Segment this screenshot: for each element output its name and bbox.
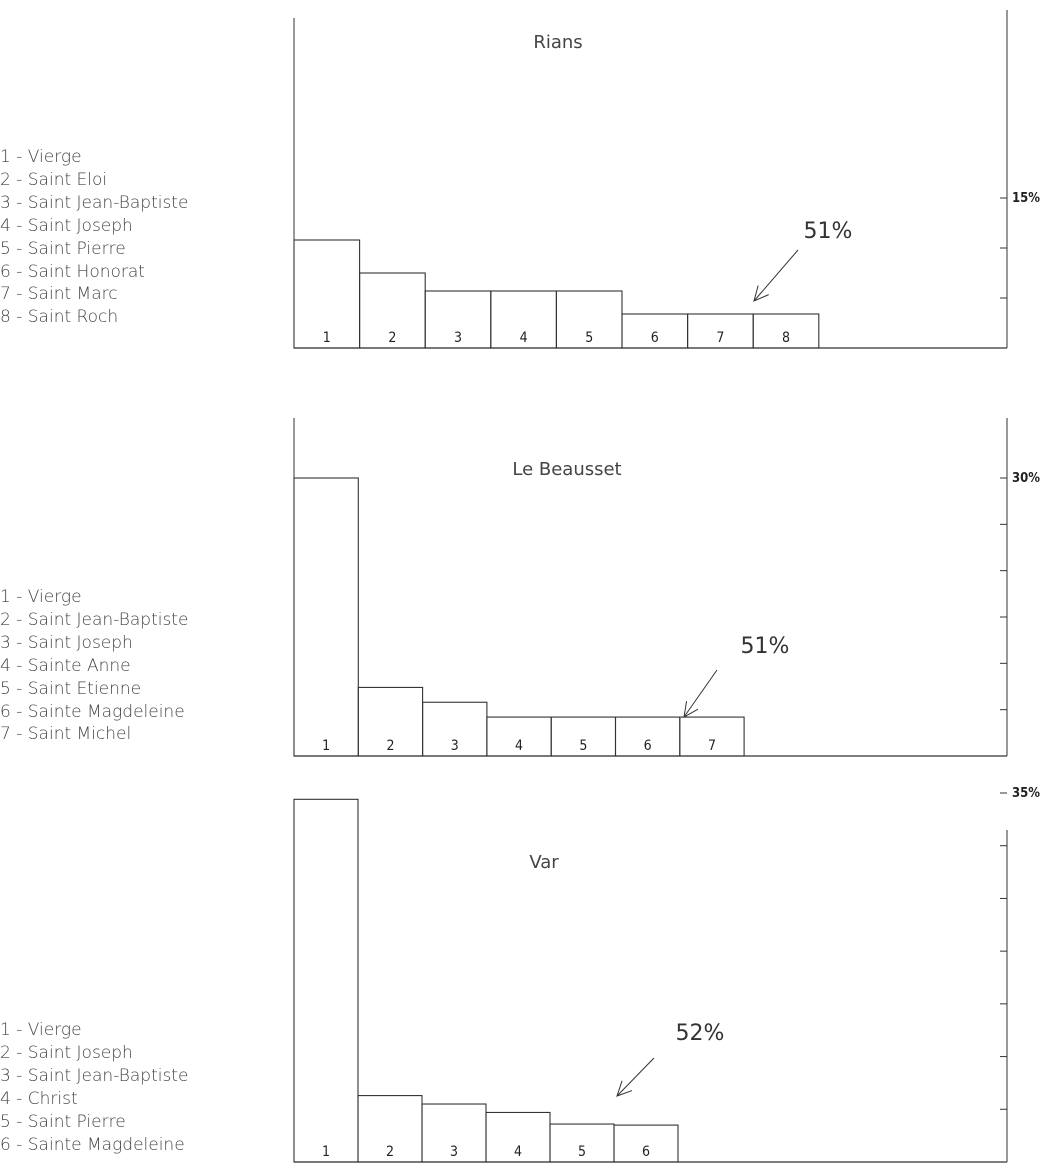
- legend-item: 7 - Saint Michel: [0, 724, 132, 745]
- legend-item: 2 - Saint Eloi: [0, 169, 108, 190]
- bar: [679, 716, 745, 757]
- bar-label: 6: [651, 330, 659, 346]
- y-tick-label: 35%: [1012, 786, 1040, 801]
- legend-item: 1 - Vierge: [0, 587, 82, 607]
- chart-title: Var: [529, 852, 559, 873]
- annotation-arrow: [683, 669, 718, 718]
- bar-label: 1: [323, 330, 331, 346]
- bar-label: 2: [386, 738, 394, 754]
- bar: [752, 313, 820, 349]
- legend-item: 6 - Saint Honorat: [0, 261, 145, 282]
- total-annotation: 52%: [676, 1021, 725, 1046]
- legend-item: 4 - Saint Joseph: [0, 215, 133, 236]
- annotation-arrowhead: [616, 1080, 633, 1097]
- bar-label: 5: [578, 1144, 586, 1160]
- annotation-arrowhead: [683, 701, 699, 718]
- total-annotation: 51%: [804, 219, 853, 244]
- bar-label: 4: [515, 738, 523, 754]
- annotation-arrowhead: [753, 285, 769, 302]
- legend-item: 5 - Saint Etienne: [0, 678, 142, 699]
- bar: [613, 1124, 679, 1163]
- annotation-arrow: [753, 249, 799, 302]
- bar-label: 5: [585, 330, 593, 346]
- bar-label: 7: [716, 330, 724, 346]
- chart-canvas: Le Beausset 51% 30% 1 2 3 4 5 6 7: [293, 418, 1040, 757]
- bar-label: 8: [782, 330, 790, 346]
- legend-item: 3 - Saint Jean-Baptiste: [0, 1065, 189, 1086]
- bar-label: 3: [451, 738, 459, 754]
- legend-item: 1 - Vierge: [0, 1020, 82, 1040]
- bar-label: 7: [708, 738, 716, 754]
- bar-label: 2: [386, 1144, 394, 1160]
- bar-label: 3: [450, 1144, 458, 1160]
- legend-item: 7 - Saint Marc: [0, 284, 118, 305]
- bar-label: 1: [322, 1144, 330, 1160]
- legend: 1 - Vierge 2 - Saint Jean-Baptiste 3 - S…: [0, 586, 188, 746]
- legend: 1 - Vierge 2 - Saint Eloi 3 - Saint Jean…: [0, 146, 188, 329]
- bar-label: 4: [520, 330, 528, 346]
- bar: [293, 477, 359, 757]
- legend-item: 4 - Sainte Anne: [0, 655, 131, 676]
- legend-item: 3 - Saint Joseph: [0, 632, 133, 653]
- legend: 1 - Vierge 2 - Saint Joseph 3 - Saint Je…: [0, 1019, 188, 1156]
- legend-item: 5 - Saint Pierre: [0, 238, 126, 259]
- legend-item: 8 - Saint Roch: [0, 307, 119, 328]
- legend-item: 6 - Sainte Magdeleine: [0, 701, 185, 722]
- bar-label: 2: [388, 330, 396, 346]
- chart-title: Rians: [533, 32, 582, 53]
- bar-label: 6: [644, 738, 652, 754]
- legend-item: 6 - Sainte Magdeleine: [0, 1134, 185, 1155]
- legend-item: 3 - Saint Jean-Baptiste: [0, 192, 189, 213]
- bar-label: 1: [322, 738, 330, 754]
- legend-item: 2 - Saint Joseph: [0, 1042, 133, 1063]
- total-annotation: 51%: [741, 634, 790, 659]
- bar-label: 3: [454, 330, 462, 346]
- chart-canvas: Rians 51% 15% 1 2 3 4 5 6 7 8: [293, 10, 1040, 349]
- chart-title: Le Beausset: [512, 459, 621, 480]
- legend-item: 4 - Christ: [0, 1088, 78, 1109]
- annotation-arrow: [616, 1057, 655, 1097]
- bar: [293, 798, 359, 1163]
- bar-label: 4: [514, 1144, 522, 1160]
- y-tick-label: 15%: [1012, 191, 1040, 206]
- legend-item: 2 - Saint Jean-Baptiste: [0, 609, 189, 630]
- legend-item: 5 - Saint Pierre: [0, 1111, 126, 1132]
- bar-label: 6: [642, 1144, 650, 1160]
- bar-label: 5: [579, 738, 587, 754]
- y-tick-label: 30%: [1012, 471, 1040, 486]
- legend-item: 1 - Vierge: [0, 147, 82, 167]
